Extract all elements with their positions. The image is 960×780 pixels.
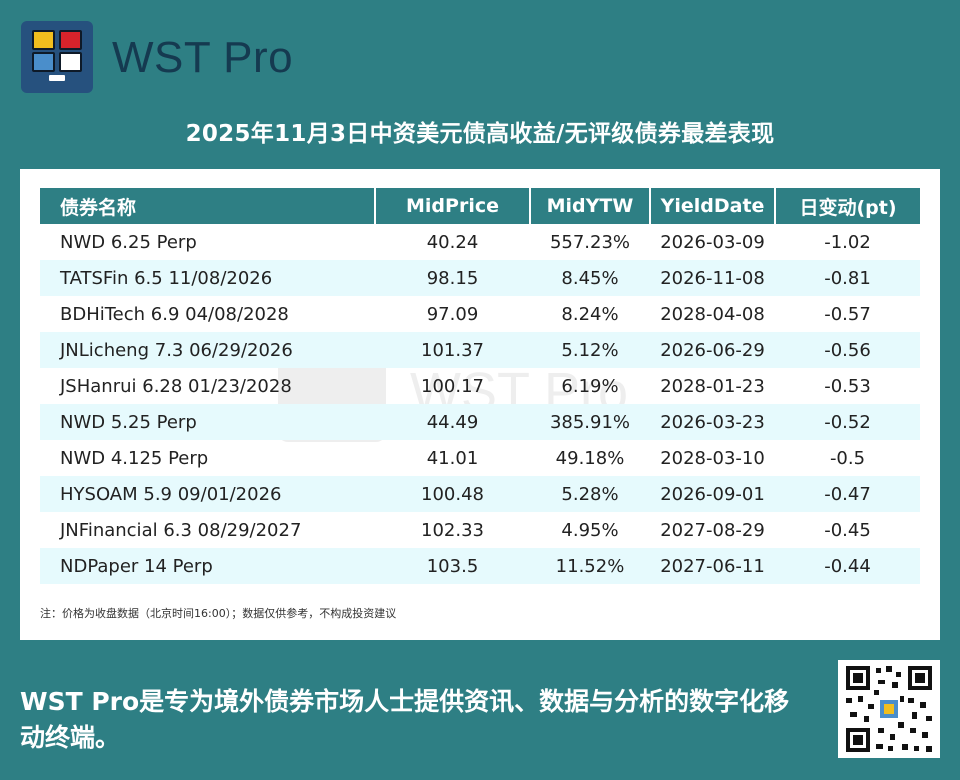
daily-change-cell: -0.56 [775, 332, 920, 368]
midytw-cell: 5.12% [530, 332, 650, 368]
midytw-cell: 8.45% [530, 260, 650, 296]
bond-name-cell: TATSFin 6.5 11/08/2026 [40, 260, 375, 296]
table-row: JNFinancial 6.3 08/29/2027 102.33 4.95% … [40, 512, 920, 548]
daily-change-cell: -0.5 [829, 447, 866, 469]
daily-change-cell: -0.52 [775, 404, 920, 440]
yielddate-cell: 2026-06-29 [650, 332, 775, 368]
midytw-cell: 385.91% [530, 404, 650, 440]
daily-change-cell: -1.02 [824, 231, 871, 253]
table-row: BDHiTech 6.9 04/08/2028 97.09 8.24% 2028… [40, 296, 920, 332]
column-header-bond-name: 债券名称 [40, 188, 376, 224]
midprice-cell: 44.49 [375, 404, 530, 440]
table-row: NWD 6.25 Perp 40.24 557.23% 2026-03-09 -… [40, 224, 920, 260]
column-header-midytw: MidYTW [530, 188, 651, 224]
bond-name-cell: NDPaper 14 Perp [40, 548, 375, 584]
daily-change-cell: -0.53 [824, 375, 871, 397]
column-header-midprice: MidPrice [375, 188, 531, 224]
column-header-daily-change: 日变动(pt) [775, 188, 920, 224]
yielddate-cell: 2026-09-01 [650, 476, 775, 512]
bond-name-cell: NWD 4.125 Perp [60, 447, 209, 469]
bond-table-card: WST Pro 债券名称 MidPrice MidYTW YieldDate 日… [20, 169, 940, 640]
yielddate-cell: 2028-01-23 [660, 375, 765, 397]
yielddate-cell: 2027-06-11 [650, 548, 775, 584]
disclaimer-note: 注：价格为收盘数据（北京时间16:00）；数据仅供参考，不构成投资建议 [40, 607, 397, 620]
table-row: TATSFin 6.5 11/08/2026 98.15 8.45% 2026-… [40, 260, 920, 296]
midprice-cell: 98.15 [375, 260, 530, 296]
wst-logo-icon [21, 21, 93, 93]
table-row: NWD 4.125 Perp 41.01 49.18% 2028-03-10 -… [40, 440, 920, 476]
daily-change-cell: -0.57 [824, 303, 871, 325]
bond-name-cell: JNLicheng 7.3 06/29/2026 [40, 332, 375, 368]
midytw-cell: 557.23% [549, 231, 631, 253]
bond-name-cell: NWD 5.25 Perp [40, 404, 375, 440]
midprice-cell: 100.48 [375, 476, 530, 512]
daily-change-cell: -0.47 [775, 476, 920, 512]
daily-change-cell: -0.81 [775, 260, 920, 296]
yielddate-cell: 2026-11-08 [650, 260, 775, 296]
midprice-cell: 100.17 [421, 375, 484, 397]
midytw-cell: 11.52% [530, 548, 650, 584]
bond-name-cell: BDHiTech 6.9 04/08/2028 [60, 303, 289, 325]
yielddate-cell: 2027-08-29 [660, 519, 765, 541]
bond-name-cell: HYSOAM 5.9 09/01/2026 [40, 476, 375, 512]
column-header-yielddate: YieldDate [650, 188, 776, 224]
yielddate-cell: 2028-03-10 [660, 447, 765, 469]
midprice-cell: 97.09 [426, 303, 479, 325]
daily-change-cell: -0.44 [775, 548, 920, 584]
brand-name: WST Pro [112, 33, 294, 82]
qr-code-icon [838, 660, 940, 758]
table-header-row: 债券名称 MidPrice MidYTW YieldDate 日变动(pt) [40, 188, 920, 224]
yielddate-cell: 2026-03-09 [660, 231, 765, 253]
midytw-cell: 4.95% [561, 519, 619, 541]
table-row: NDPaper 14 Perp 103.5 11.52% 2027-06-11 … [40, 548, 920, 584]
bond-name-cell: JNFinancial 6.3 08/29/2027 [60, 519, 302, 541]
yielddate-cell: 2028-04-08 [660, 303, 765, 325]
bond-name-cell: JSHanrui 6.28 01/23/2028 [60, 375, 292, 397]
midytw-cell: 6.19% [561, 375, 619, 397]
midytw-cell: 8.24% [561, 303, 619, 325]
footer-tagline: WST Pro是专为境外债券市场人士提供资讯、数据与分析的数字化移动终端。 [20, 687, 790, 752]
midprice-cell: 103.5 [375, 548, 530, 584]
table-row: JSHanrui 6.28 01/23/2028 100.17 6.19% 20… [40, 368, 920, 404]
midprice-cell: 101.37 [375, 332, 530, 368]
table-row: JNLicheng 7.3 06/29/2026 101.37 5.12% 20… [40, 332, 920, 368]
midytw-cell: 49.18% [555, 447, 625, 469]
table-row: HYSOAM 5.9 09/01/2026 100.48 5.28% 2026-… [40, 476, 920, 512]
bond-table: 债券名称 MidPrice MidYTW YieldDate 日变动(pt) N… [40, 188, 920, 584]
midprice-cell: 102.33 [421, 519, 484, 541]
midprice-cell: 40.24 [426, 231, 479, 253]
yielddate-cell: 2026-03-23 [650, 404, 775, 440]
page-title: 2025年11月3日中资美元债高收益/无评级债券最差表现 [185, 121, 775, 147]
bond-name-cell: NWD 6.25 Perp [60, 231, 197, 253]
daily-change-cell: -0.45 [824, 519, 871, 541]
table-row: NWD 5.25 Perp 44.49 385.91% 2026-03-23 -… [40, 404, 920, 440]
midytw-cell: 5.28% [530, 476, 650, 512]
midprice-cell: 41.01 [426, 447, 479, 469]
